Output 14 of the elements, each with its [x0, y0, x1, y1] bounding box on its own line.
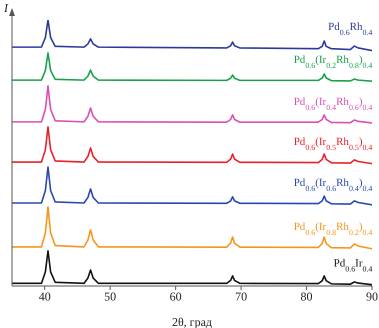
x-tick-label: 80 [300, 290, 313, 304]
x-tick-label: 60 [170, 290, 182, 304]
series-label: Pd$_{0.6}$(Ir$_{0.6}$Rh$_{0.4}$)$_{0.4}$ [294, 177, 372, 193]
x-tick-label: 40 [38, 290, 51, 304]
y-axis-title: I [3, 1, 9, 15]
series-label: Pd$_{0.6}$Ir$_{0.4}$ [334, 257, 372, 273]
series-label: Pd$_{0.6}$Rh$_{0.4}$ [328, 21, 372, 37]
x-tick-label: 50 [104, 290, 116, 304]
series-label: Pd$_{0.6}$(Ir$_{0.8}$Rh$_{0.2}$)$_{0.4}$ [294, 220, 372, 236]
series-label: Pd$_{0.6}$(Ir$_{0.2}$Rh$_{0.8}$)$_{0.4}$ [294, 54, 372, 70]
x-tick-label: 90 [366, 290, 378, 304]
series-label: Pd$_{0.6}$(Ir$_{0.4}$Rh$_{0.6}$)$_{0.4}$ [294, 96, 372, 112]
x-tick-label: 70 [235, 290, 248, 304]
series-label: Pd$_{0.6}$(Ir$_{0.5}$Rh$_{0.5}$)$_{0.4}$ [294, 136, 372, 152]
